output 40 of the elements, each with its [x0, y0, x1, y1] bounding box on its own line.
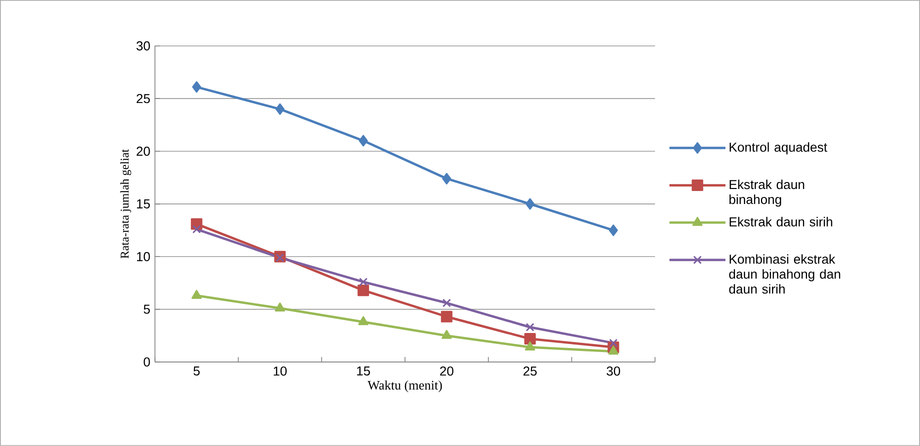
y-tick-label: 5: [144, 304, 150, 314]
point: [608, 224, 618, 236]
legend-label: Kontrol aquadest: [730, 142, 828, 154]
legend-label: Kombinasi ekstrak daun binahong dan daun sirih: [729, 254, 840, 294]
x-tick-label: 25: [523, 366, 537, 376]
y-tick-label: 0: [144, 357, 150, 367]
x-tick-label: 5: [194, 366, 200, 376]
point: [275, 103, 284, 115]
point: [526, 198, 535, 210]
y-tick-label: 30: [136, 41, 150, 51]
point: [192, 224, 201, 234]
x-tick-label: 15: [357, 366, 370, 376]
point: [276, 253, 284, 262]
x-tick-label: 10: [274, 366, 287, 376]
point: [359, 278, 368, 286]
point: [526, 322, 534, 332]
x-tick-label: 20: [440, 366, 454, 376]
x-tick-label: 30: [606, 366, 620, 376]
point: [440, 310, 452, 322]
point: [609, 338, 618, 348]
y-tick-label: 20: [136, 146, 150, 156]
point: [358, 316, 368, 326]
point: [192, 81, 202, 93]
y-tick-label: 25: [136, 94, 150, 104]
point: [442, 298, 451, 308]
point: [442, 330, 452, 339]
x-axis-title: Waktu (menit): [368, 380, 442, 392]
y-tick-label: 10: [136, 252, 150, 262]
y-axis-title: Rata-rata jumlah geliat: [120, 149, 132, 258]
point: [274, 302, 286, 312]
point: [192, 290, 202, 299]
legend-label: Ekstrak daun sirih: [730, 216, 832, 226]
point: [358, 284, 370, 296]
legend-label: Ekstrak daun binahong: [729, 180, 804, 207]
point: [608, 346, 618, 355]
point: [358, 135, 368, 147]
point: [442, 172, 452, 184]
point: [524, 342, 536, 351]
point: [524, 333, 536, 345]
y-tick-label: 15: [136, 199, 150, 208]
